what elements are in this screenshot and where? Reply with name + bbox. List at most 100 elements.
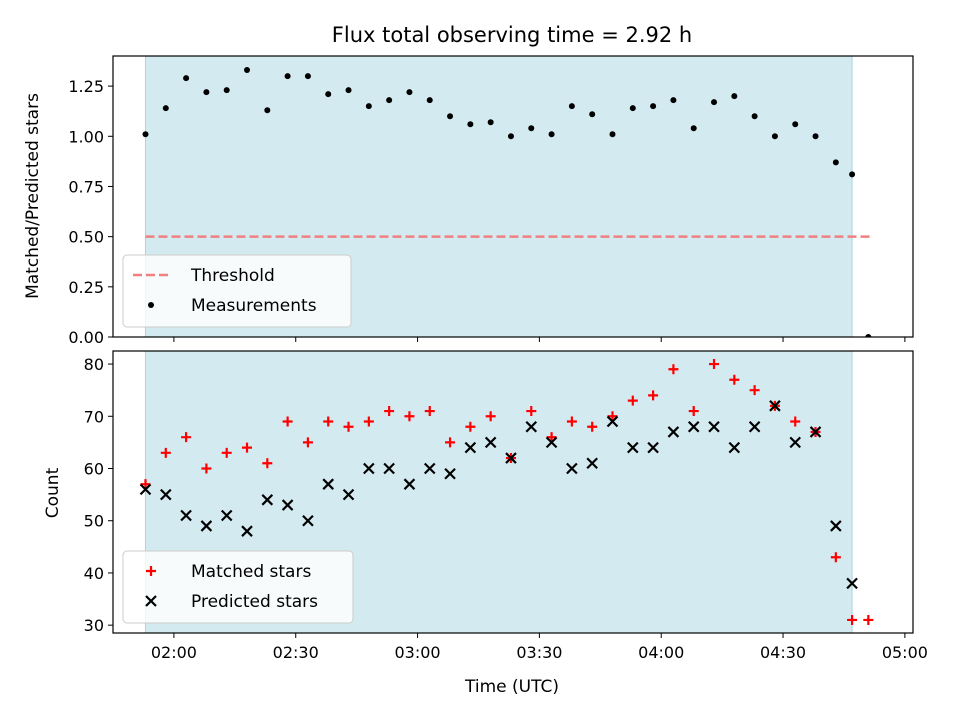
data-point <box>160 447 171 458</box>
data-point <box>162 105 169 112</box>
data-point <box>687 420 700 433</box>
data-point <box>526 406 537 417</box>
bottom-y-axis-label: Count <box>43 467 63 518</box>
data-point <box>708 420 720 433</box>
data-point <box>160 488 172 501</box>
data-point <box>139 483 152 496</box>
y-tick-label: 50 <box>84 512 104 531</box>
x-tick-label: 02:00 <box>151 643 197 662</box>
data-point <box>365 103 372 110</box>
axes-frame <box>112 55 914 338</box>
data-point <box>627 395 638 406</box>
data-point <box>507 133 514 140</box>
data-point <box>423 462 436 475</box>
data-point <box>323 416 334 427</box>
data-point <box>586 457 598 470</box>
data-point <box>386 97 393 104</box>
data-point <box>200 520 213 532</box>
data-point <box>809 426 822 438</box>
series-matched-stars <box>140 359 874 625</box>
legend-box <box>122 254 352 328</box>
plot-area <box>139 359 874 625</box>
data-point <box>525 420 538 433</box>
data-point <box>566 462 578 475</box>
y-tick-label: 80 <box>84 355 104 374</box>
data-point <box>731 93 738 100</box>
data-point <box>548 131 555 138</box>
data-point <box>648 390 659 401</box>
data-point <box>485 411 496 422</box>
data-point <box>709 359 720 370</box>
data-point <box>142 131 149 138</box>
data-point <box>345 87 352 94</box>
data-point <box>181 432 192 443</box>
y-tick-label: 60 <box>84 460 104 479</box>
data-point <box>203 89 210 96</box>
data-point <box>325 91 332 98</box>
data-point <box>404 411 415 422</box>
data-point <box>242 442 253 453</box>
legend-label: Predicted stars <box>191 592 318 612</box>
series-measurements <box>142 67 872 337</box>
data-point <box>223 87 230 94</box>
data-point <box>261 494 274 506</box>
x-tick-label: 02:30 <box>273 643 319 662</box>
data-point <box>220 509 233 522</box>
plot-area <box>142 67 873 337</box>
y-tick-label: 70 <box>84 407 104 426</box>
data-point <box>282 416 293 427</box>
data-point <box>830 552 841 563</box>
data-point <box>342 488 355 501</box>
data-point <box>609 131 616 138</box>
data-point <box>384 406 395 417</box>
data-point <box>445 437 456 448</box>
y-tick-label: 0.00 <box>68 328 104 347</box>
data-point <box>589 111 596 118</box>
x-tick-label: 03:00 <box>395 643 441 662</box>
y-tick-label: 1.25 <box>68 77 104 96</box>
data-point <box>789 436 802 449</box>
chart-title: Flux total observing time = 2.92 h <box>332 23 692 47</box>
data-point <box>847 614 858 625</box>
data-point <box>281 499 294 511</box>
data-point <box>728 441 741 454</box>
legend: Threshold Measurements <box>122 254 352 328</box>
data-point <box>690 125 697 132</box>
data-point <box>322 478 335 490</box>
data-point <box>221 447 232 458</box>
y-tick-label: 0.75 <box>68 177 104 196</box>
top-panel: 0.00 0.25 0.50 0.75 1.00 1.25 Threshold Measure… <box>68 55 914 347</box>
data-point <box>545 436 558 449</box>
y-tick-label: 1.00 <box>68 127 104 146</box>
data-point <box>607 411 618 422</box>
data-point <box>650 103 657 110</box>
data-point <box>363 462 375 475</box>
legend-label: Threshold <box>190 266 275 286</box>
bottom-panel: 30 40 50 60 70 80 02:00 02:30 03:00 03:30 04:00 04:… <box>84 350 928 662</box>
data-point <box>302 437 313 448</box>
data-point <box>849 171 856 178</box>
data-point <box>180 509 192 522</box>
data-point <box>711 99 718 106</box>
data-point <box>748 420 761 433</box>
y-tick-label: 30 <box>84 616 104 635</box>
data-point <box>284 73 291 80</box>
data-point <box>241 525 253 537</box>
axes-frame <box>112 350 914 634</box>
data-point <box>403 478 416 490</box>
x-tick-label: 05:00 <box>882 643 928 662</box>
data-point <box>546 432 557 443</box>
legend: Matched stars Predicted stars <box>122 550 354 624</box>
data-point <box>264 107 271 114</box>
data-point <box>769 400 781 412</box>
data-point <box>647 441 659 454</box>
data-point <box>751 113 758 120</box>
data-point <box>383 462 395 475</box>
data-point <box>424 406 435 417</box>
data-point <box>792 121 799 128</box>
data-point <box>863 614 874 625</box>
data-point <box>426 97 433 104</box>
y-tick-label: 0.25 <box>68 278 104 297</box>
data-point <box>528 125 535 132</box>
